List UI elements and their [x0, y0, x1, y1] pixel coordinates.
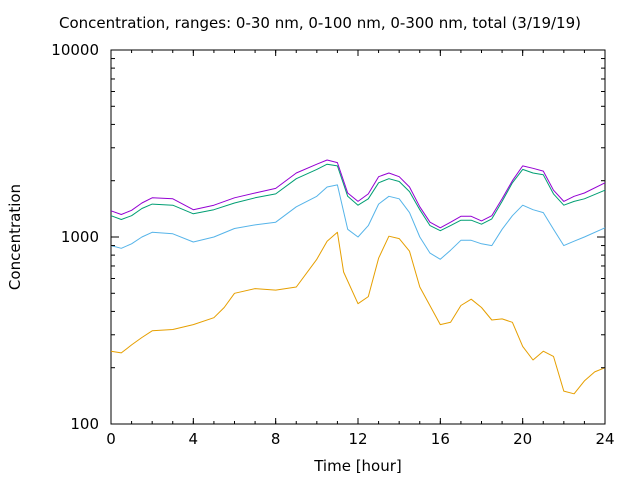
tick-layer: 0 4 8 12 16 20 24 100 1000 10000	[51, 41, 614, 448]
series-layer	[110, 159, 606, 395]
x-tick-label: 0	[106, 430, 116, 448]
series-line-3	[110, 163, 606, 232]
chart-title: Concentration, ranges: 0-30 nm, 0-100 nm…	[59, 14, 581, 32]
y-tick-label: 100	[70, 415, 99, 433]
series-line-4	[110, 159, 606, 229]
x-axis-label: Time [hour]	[313, 457, 402, 475]
x-tick-label: 20	[513, 430, 532, 448]
x-tick-label: 16	[431, 430, 450, 448]
series-line-2	[110, 184, 606, 260]
y-tick-label: 1000	[61, 228, 99, 246]
x-tick-label: 8	[271, 430, 281, 448]
y-tick-label: 10000	[51, 41, 99, 59]
x-tick-label: 4	[189, 430, 199, 448]
series-line-1	[110, 231, 606, 395]
x-tick-label: 12	[348, 430, 367, 448]
x-tick-label: 24	[595, 430, 614, 448]
y-axis-label: Concentration	[6, 184, 24, 290]
